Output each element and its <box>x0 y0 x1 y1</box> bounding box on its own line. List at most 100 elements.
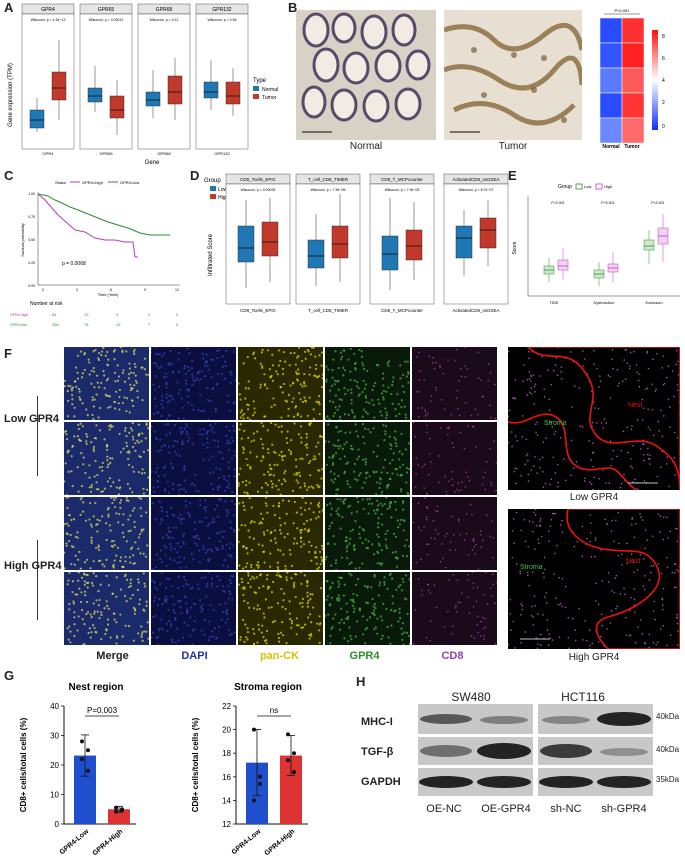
if-image-cd8-2 <box>412 422 497 495</box>
facet-stat: Wilcoxon, p = 0.00012 <box>89 18 124 22</box>
if-image-dapi-2 <box>151 422 236 495</box>
legend-normal-swatch <box>253 86 259 91</box>
facet-stat: Wilcoxon, p = 7.9e−05 <box>385 188 420 192</box>
facet-tick: GPR68 <box>157 151 171 156</box>
facet-stat: Wilcoxon, p = 0.38 <box>208 18 237 22</box>
km-risk-title: Number at risk <box>30 301 63 307</box>
channel-label-merge: Merge <box>96 650 129 662</box>
box <box>557 259 569 271</box>
facet-panel <box>225 183 291 305</box>
facet-tick: GPR65 <box>99 151 113 156</box>
panel-label-c: C <box>4 168 14 183</box>
km-curve-high <box>37 193 138 258</box>
cell-line-sw480: SW480 <box>451 690 491 704</box>
kda-marker-2: 40kDa <box>656 745 680 754</box>
lane-oe-nc: OE-NC <box>426 803 462 815</box>
data-point <box>86 748 90 753</box>
ihc-normal-image <box>296 10 436 140</box>
scale-tick-2: 2 <box>662 100 665 106</box>
box <box>643 239 655 251</box>
facet-stat: Wilcoxon, p = 4.2e−12 <box>31 18 66 22</box>
heatmap-cell <box>621 117 645 144</box>
heatmap-pvalue: P<0.001 <box>614 8 630 13</box>
box <box>237 225 255 263</box>
facet-title: GPR68 <box>156 7 173 13</box>
legend-tumor-swatch <box>253 94 259 99</box>
kda-marker-1: 40kDa <box>656 712 680 721</box>
y-tick: 40 <box>50 702 59 711</box>
box <box>331 225 349 259</box>
blot-row-gapdh: GAPDH <box>361 776 401 788</box>
km-ytick: 0.25 <box>28 261 35 265</box>
scale-tick-0: 0 <box>662 124 665 130</box>
heatmap-colorbar <box>652 30 658 130</box>
risk-cell: 84 <box>52 312 57 317</box>
y-tick: 10 <box>50 791 59 800</box>
if-image-dapi-3 <box>151 497 236 570</box>
heatmap-cell <box>621 67 645 94</box>
if-image-gpr4-2 <box>325 422 410 495</box>
facet-title: T_cell_CD8_TIMER <box>308 177 349 182</box>
box <box>203 81 219 99</box>
risk-cell: 0 <box>176 312 179 317</box>
significance-label: ns <box>270 706 278 715</box>
if-image-pan-ck-4 <box>238 572 323 645</box>
risk-cell: 13 <box>84 312 89 317</box>
panel-e-group-title: Group <box>558 184 572 190</box>
heatmap-cell <box>599 92 623 119</box>
panel-d-group-title: Group <box>204 178 221 184</box>
chart-ylabel: CD8+ cells/total cells (%) <box>19 717 28 812</box>
channel-label-gpr4: GPR4 <box>349 650 380 662</box>
facet-stat: Wilcoxon, p = 7.9e−06 <box>311 188 346 192</box>
category-label: Exclusion <box>645 300 662 305</box>
x-tick: GPR4-Low <box>59 828 91 856</box>
panel-label-g: G <box>4 668 15 683</box>
y-tick: 0 <box>55 820 60 829</box>
data-point <box>258 774 262 779</box>
box <box>167 75 183 105</box>
facet-stat: Wilcoxon, p = 0.12 <box>150 18 179 22</box>
data-point <box>80 739 84 744</box>
facet-stat: Wilcoxon, p = 0.00033 <box>241 188 276 192</box>
km-legend-title: Strata <box>55 180 66 185</box>
facet-tick: ActivatedCD8_ssGSEA <box>452 308 499 313</box>
panel-e-boxplots: Group Low High Score P<0.001 TIDE P<0.001 D… <box>512 183 680 305</box>
legend-tumor-label: Tumor <box>262 95 277 101</box>
category-label: TIDE <box>549 300 558 305</box>
lane-oe-gpr4: OE-GPR4 <box>481 803 531 815</box>
heatmap-cell <box>621 42 645 69</box>
data-point <box>286 732 290 737</box>
row-group-low <box>18 396 38 476</box>
x-tick: GPR4-Low <box>231 828 263 856</box>
facet-title: GPR4 <box>41 7 55 13</box>
heatmap-cell <box>599 17 623 44</box>
data-point <box>86 768 90 773</box>
legend-normal-label: Normal <box>262 87 278 93</box>
box <box>405 229 423 261</box>
box <box>455 225 473 259</box>
if-image-gpr4-3 <box>325 497 410 570</box>
km-ytick: 0.75 <box>28 215 35 219</box>
if-image-dapi-4 <box>151 572 236 645</box>
y-tick: 30 <box>50 732 59 741</box>
ihc-tumor-caption: Tumor <box>498 141 528 152</box>
kda-marker-3: 35kDa <box>656 775 680 784</box>
channel-label-cd8: CD8 <box>441 650 464 662</box>
km-legend-high: GPR4=high <box>82 180 103 185</box>
channel-label-dapi: DAPI <box>181 650 208 662</box>
legend-e-low-label: Low <box>584 184 591 189</box>
km-xtick: 9 <box>144 288 146 292</box>
km-ytick: 0.50 <box>28 238 35 242</box>
panel-h-western-blot: SW480 HCT116 MHC-I TGF-β GAPDH 40kDa 40k… <box>356 690 685 859</box>
km-legend-low: GPR4=low <box>120 180 139 185</box>
panel-a-xlabel: Gene <box>145 160 160 166</box>
heatmap-cell <box>599 42 623 69</box>
chart-title: Nest region <box>68 682 123 693</box>
km-xtick: 3 <box>76 288 78 292</box>
chart-ylabel: CD8+ cells/total cells (%) <box>191 717 200 812</box>
nest-map-caption-low: Low GPR4 <box>569 492 619 503</box>
lane-sh-nc: sh-NC <box>550 803 582 815</box>
km-pvalue: p = 0.0068 <box>62 261 86 267</box>
nest-label: Nest <box>626 558 640 565</box>
facet-title: ActivatedCD8_ssGSEA <box>452 177 499 182</box>
